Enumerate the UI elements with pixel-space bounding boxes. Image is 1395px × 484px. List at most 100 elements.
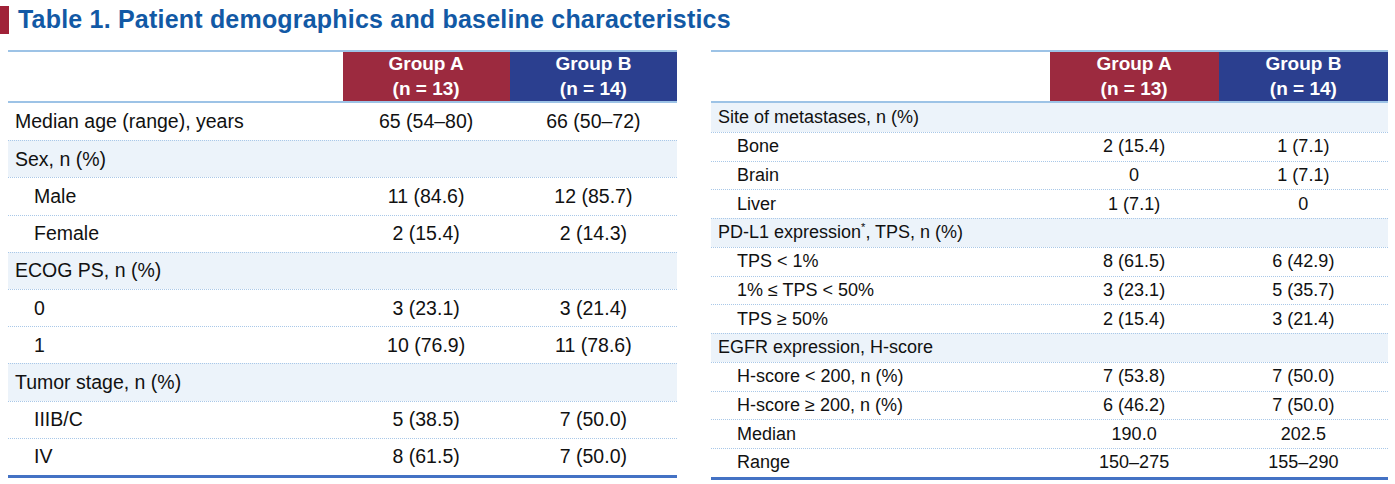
column-header-group-b: Group B (n = 14) [1219,52,1388,101]
value-cell-group-a: 150–275 [1050,452,1219,473]
row-label: Sex, n (%) [8,148,343,171]
value-cell-group-b: 66 (50–72) [510,110,677,133]
table-row: Site of metastases, n (%) [711,103,1388,132]
table-row: ECOG PS, n (%) [8,252,677,289]
table-row: IV8 (61.5)7 (50.0) [8,438,677,475]
value-cell-group-a: 2 (15.4) [1050,136,1219,157]
group-a-name: Group A [1096,52,1171,76]
table-row: IIIB/C5 (38.5)7 (50.0) [8,401,677,438]
right-table-body: Site of metastases, n (%)Bone2 (15.4)1 (… [711,103,1388,480]
value-cell-group-a: 190.0 [1050,424,1219,445]
table-row: Male11 (84.6)12 (85.7) [8,177,677,214]
table-row: Median190.0202.5 [711,419,1388,448]
row-label: 1% ≤ TPS < 50% [711,280,1050,301]
row-label: Female [8,222,343,245]
value-cell-group-b: 7 (50.0) [510,445,677,468]
value-cell-group-a: 2 (15.4) [343,222,510,245]
value-cell-group-b: 11 (78.6) [510,334,677,357]
table-row: H-score < 200, n (%)7 (53.8)7 (50.0) [711,362,1388,391]
group-b-name: Group B [555,52,631,76]
table-row: Tumor stage, n (%) [8,363,677,400]
row-label: ECOG PS, n (%) [8,259,343,282]
tables-container: Group A (n = 13) Group B (n = 14) Median… [8,50,1388,480]
row-label: Male [8,185,343,208]
value-cell-group-a: 10 (76.9) [343,334,510,357]
table-row: Median age (range), years65 (54–80)66 (5… [8,103,677,140]
table-title: Table 1. Patient demographics and baseli… [18,5,731,34]
row-label: Median [711,424,1050,445]
value-cell-group-a: 65 (54–80) [343,110,510,133]
value-cell-group-b: 1 (7.1) [1219,165,1388,186]
value-cell-group-b: 5 (35.7) [1219,280,1388,301]
value-cell-group-a: 7 (53.8) [1050,366,1219,387]
column-header-group-b: Group B (n = 14) [510,52,677,101]
table-row: 1% ≤ TPS < 50%3 (23.1)5 (35.7) [711,276,1388,305]
value-cell-group-a: 5 (38.5) [343,408,510,431]
row-label: Site of metastases, n (%) [711,107,1050,128]
value-cell-group-b: 1 (7.1) [1219,136,1388,157]
row-label: IIIB/C [8,408,343,431]
value-cell-group-b: 2 (14.3) [510,222,677,245]
left-header-spacer [8,52,343,101]
table-row: 110 (76.9)11 (78.6) [8,326,677,363]
value-cell-group-a: 11 (84.6) [343,185,510,208]
group-b-n: (n = 14) [1270,77,1337,101]
table-row: Female2 (15.4)2 (14.3) [8,215,677,252]
row-label: TPS ≥ 50% [711,309,1050,330]
value-cell-group-a: 0 [1050,165,1219,186]
right-header-spacer [711,52,1050,101]
row-label: Brain [711,165,1050,186]
value-cell-group-a: 2 (15.4) [1050,309,1219,330]
value-cell-group-a: 6 (46.2) [1050,395,1219,416]
column-header-group-a: Group A (n = 13) [1050,52,1219,101]
row-label: TPS < 1% [711,251,1050,272]
demographics-table-right: Group A (n = 13) Group B (n = 14) Site o… [711,50,1388,480]
group-b-name: Group B [1265,52,1341,76]
table-row: Brain01 (7.1) [711,161,1388,190]
group-a-name: Group A [388,52,463,76]
table-row: TPS < 1%8 (61.5)6 (42.9) [711,247,1388,276]
group-a-n: (n = 13) [1101,77,1168,101]
row-label: Range [711,452,1050,473]
row-label: 0 [8,297,343,320]
table-row: EGFR expression, H-score [711,333,1388,362]
row-label: Median age (range), years [8,110,343,133]
value-cell-group-b: 0 [1219,194,1388,215]
table-row: PD-L1 expression*, TPS, n (%) [711,218,1388,247]
title-accent-bar [0,6,9,34]
value-cell-group-b: 7 (50.0) [1219,366,1388,387]
value-cell-group-b: 3 (21.4) [1219,309,1388,330]
row-label: H-score ≥ 200, n (%) [711,395,1050,416]
column-header-group-a: Group A (n = 13) [343,52,510,101]
row-label: Bone [711,136,1050,157]
row-label: EGFR expression, H-score [711,337,1050,358]
table-row: Range150–275155–290 [711,448,1388,477]
table-title-row: Table 1. Patient demographics and baseli… [0,5,731,34]
group-b-n: (n = 14) [560,77,627,101]
value-cell-group-b: 155–290 [1219,452,1388,473]
row-label: PD-L1 expression*, TPS, n (%) [711,222,1050,243]
value-cell-group-a: 8 (61.5) [1050,251,1219,272]
value-cell-group-b: 7 (50.0) [510,408,677,431]
demographics-table-left: Group A (n = 13) Group B (n = 14) Median… [8,50,677,480]
value-cell-group-b: 6 (42.9) [1219,251,1388,272]
left-table-header: Group A (n = 13) Group B (n = 14) [8,50,677,103]
value-cell-group-b: 202.5 [1219,424,1388,445]
table-row: Bone2 (15.4)1 (7.1) [711,132,1388,161]
table-row: 03 (23.1)3 (21.4) [8,289,677,326]
value-cell-group-b: 7 (50.0) [1219,395,1388,416]
row-label: Tumor stage, n (%) [8,371,343,394]
value-cell-group-a: 3 (23.1) [1050,280,1219,301]
table-row: Sex, n (%) [8,140,677,177]
footnote-asterisk: * [861,221,865,233]
row-label: 1 [8,334,343,357]
table-row: TPS ≥ 50%2 (15.4)3 (21.4) [711,304,1388,333]
value-cell-group-a: 8 (61.5) [343,445,510,468]
right-table-header: Group A (n = 13) Group B (n = 14) [711,50,1388,103]
group-a-n: (n = 13) [393,77,460,101]
value-cell-group-a: 3 (23.1) [343,297,510,320]
row-label: IV [8,445,343,468]
left-table-body: Median age (range), years65 (54–80)66 (5… [8,103,677,478]
table-row: H-score ≥ 200, n (%)6 (46.2)7 (50.0) [711,391,1388,420]
value-cell-group-b: 3 (21.4) [510,297,677,320]
